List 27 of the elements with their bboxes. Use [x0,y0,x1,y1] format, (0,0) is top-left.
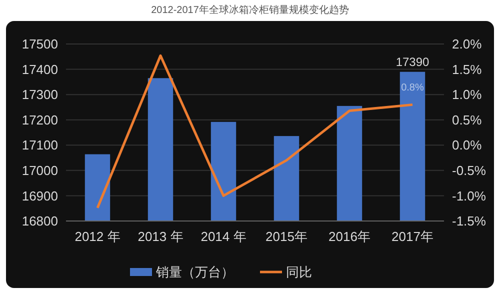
y2-tick-label: -1.5% [452,214,486,229]
y2-tick-label: 0.0% [452,138,482,153]
y2-tick-label: -0.5% [452,162,486,178]
y-tick-label: 17500 [22,36,58,52]
y2-tick-label: 1.5% [452,62,482,77]
x-tick-label: 2015年 [266,229,308,244]
data-label: 17390 [396,54,430,69]
x-tick-label: 2012 年 [74,229,120,244]
x-tick-label: 2017年 [392,229,434,244]
y2-tick-label: 1.0% [452,87,482,102]
y-tick-label: 17400 [22,62,58,77]
y-tick-label: 17200 [22,112,58,128]
y2-tick-label: 0.5% [452,112,482,128]
y-tick-label: 16800 [22,214,58,229]
data-label: 0.8% [401,82,424,94]
legend-label: 销量（万台） [155,264,234,280]
legend-label: 同比 [286,264,312,280]
y-tick-label: 17000 [22,162,58,178]
y-tick-label: 17100 [22,138,58,153]
y2-tick-label: 2.0% [452,36,482,52]
x-tick-label: 2016年 [328,229,370,244]
y-tick-label: 17300 [22,87,58,102]
y-tick-label: 16900 [22,188,58,204]
y2-tick-label: -1.0% [452,188,486,204]
x-tick-label: 2014 年 [200,229,246,244]
x-tick-label: 2013 年 [138,229,184,244]
chart-title: 2012-2017年全球冰箱冷柜销量规模变化趋势 [151,4,349,16]
